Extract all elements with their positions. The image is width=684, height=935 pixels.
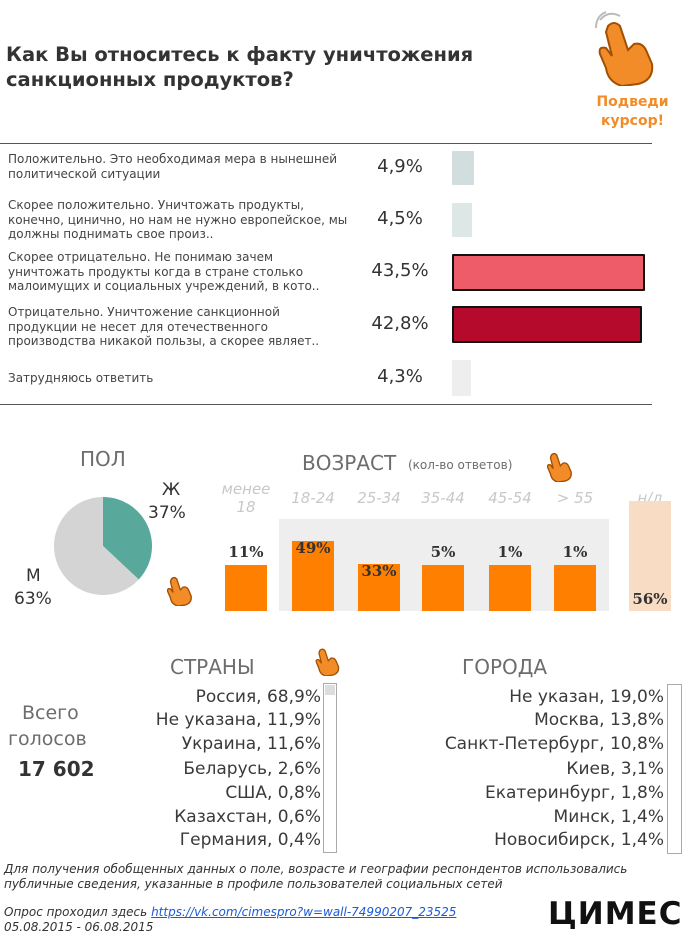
city-item[interactable]: Новосибирск, 1,4%	[494, 830, 664, 850]
cities-title: ГОРОДА	[462, 655, 548, 679]
pie-label-male-name: М	[26, 566, 41, 586]
footer-dates: 05.08.2015 - 06.08.2015	[4, 920, 154, 934]
option-label: Затрудняюсь ответить	[8, 371, 154, 385]
scroll-thumb[interactable]	[325, 685, 335, 695]
age-category-label: 25-34	[357, 489, 401, 507]
option-value: 43,5%	[371, 260, 429, 281]
city-item[interactable]: Минск, 1,4%	[553, 807, 664, 827]
option-bar[interactable]	[452, 306, 642, 343]
age-subtitle: (кол-во ответов)	[408, 458, 513, 472]
pie-label-female-name: Ж	[161, 480, 181, 500]
poll-prefix: Опрос проходил здесь	[4, 905, 148, 919]
age-bar[interactable]	[629, 501, 671, 611]
age-value-label: 11%	[228, 543, 264, 561]
country-item[interactable]: Не указана, 11,9%	[155, 710, 321, 730]
age-title: ВОЗРАСТ	[302, 451, 397, 475]
city-item[interactable]: Москва, 13,8%	[534, 710, 664, 730]
option-value: 4,9%	[377, 156, 423, 177]
age-category-label: менее 18	[221, 480, 271, 516]
pointing-hand-icon[interactable]	[163, 570, 195, 606]
country-item[interactable]: Украина, 11,6%	[181, 734, 321, 754]
country-item[interactable]: Беларусь, 2,6%	[183, 759, 321, 779]
age-bar[interactable]	[554, 565, 596, 611]
age-value-label: 49%	[295, 539, 331, 558]
option-label: Скорее положительно. Уничтожать продукты…	[8, 198, 348, 241]
countries-title: СТРАНЫ	[170, 655, 255, 679]
option-bar[interactable]	[452, 203, 472, 237]
pie-slice[interactable]	[53, 497, 139, 595]
hint-label: Подведи курсор!	[596, 94, 669, 129]
pie-label-female-value: 37%	[148, 503, 186, 523]
city-item[interactable]: Не указан, 19,0%	[509, 687, 664, 707]
city-item[interactable]: Санкт-Петербург, 10,8%	[444, 734, 664, 754]
age-bar[interactable]	[292, 541, 334, 611]
age-value-label: 56%	[632, 590, 668, 608]
poll-link[interactable]: https://vk.com/cimespro?w=wall-74990207_…	[151, 905, 457, 919]
pie-slice[interactable]	[103, 497, 152, 580]
countries-scrollbar[interactable]	[323, 683, 337, 853]
gender-title: ПОЛ	[80, 447, 126, 471]
option-label: Положительно. Это необходимая мера в нын…	[8, 152, 338, 181]
total-label: Всего голосов	[8, 700, 87, 752]
total-label-line2: голосов	[8, 728, 87, 750]
country-item[interactable]: Казахстан, 0,6%	[174, 807, 321, 827]
country-item[interactable]: США, 0,8%	[225, 783, 321, 803]
pointing-hand-icon[interactable]	[590, 6, 660, 86]
age-category-label: 18-24	[291, 489, 335, 507]
age-value-label: 5%	[430, 543, 456, 561]
age-value-label: 1%	[497, 543, 523, 561]
city-item[interactable]: Киев, 3,1%	[566, 759, 664, 779]
option-value: 4,3%	[377, 366, 423, 387]
option-label: Скорее отрицательно. Не понимаю зачем ун…	[8, 250, 320, 293]
age-bar[interactable]	[422, 565, 464, 611]
pie-label-male-value: 63%	[14, 589, 52, 609]
chart-title: Как Вы относитесь к факту уничтожения са…	[6, 43, 474, 91]
gender-pie	[53, 497, 152, 595]
age-category-label: > 55	[556, 489, 594, 507]
option-label: Отрицательно. Уничтожение санкционной пр…	[8, 305, 320, 348]
logo: ЦИМЕС	[548, 896, 683, 932]
country-item[interactable]: Россия, 68,9%	[195, 687, 321, 707]
cities-scrollbar[interactable]	[667, 684, 682, 854]
age-bar[interactable]	[358, 563, 400, 611]
pointing-hand-icon[interactable]	[543, 446, 575, 482]
age-category-label: 45-54	[488, 489, 532, 507]
total-value: 17 602	[18, 757, 95, 781]
footer-poll: Опрос проходил здесь https://vk.com/cime…	[4, 905, 524, 920]
footer-note: Для получения обобщенных данных о поле, …	[4, 862, 628, 891]
option-bar[interactable]	[452, 151, 474, 185]
total-label-line1: Всего	[22, 702, 79, 724]
divider-bottom	[0, 404, 652, 405]
age-bar[interactable]	[489, 565, 531, 611]
option-value: 4,5%	[377, 208, 423, 229]
age-value-label: 1%	[562, 543, 588, 561]
age-category-label: 35-44	[421, 489, 465, 507]
country-item[interactable]: Германия, 0,4%	[179, 830, 321, 850]
option-bar[interactable]	[452, 254, 645, 291]
city-item[interactable]: Екатеринбург, 1,8%	[484, 783, 664, 803]
option-value: 42,8%	[371, 313, 429, 334]
option-bar[interactable]	[452, 360, 472, 396]
age-value-label: 33%	[361, 561, 397, 580]
age-bar[interactable]	[225, 565, 267, 611]
pointing-hand-icon[interactable]	[312, 642, 342, 676]
divider-top	[0, 143, 652, 144]
